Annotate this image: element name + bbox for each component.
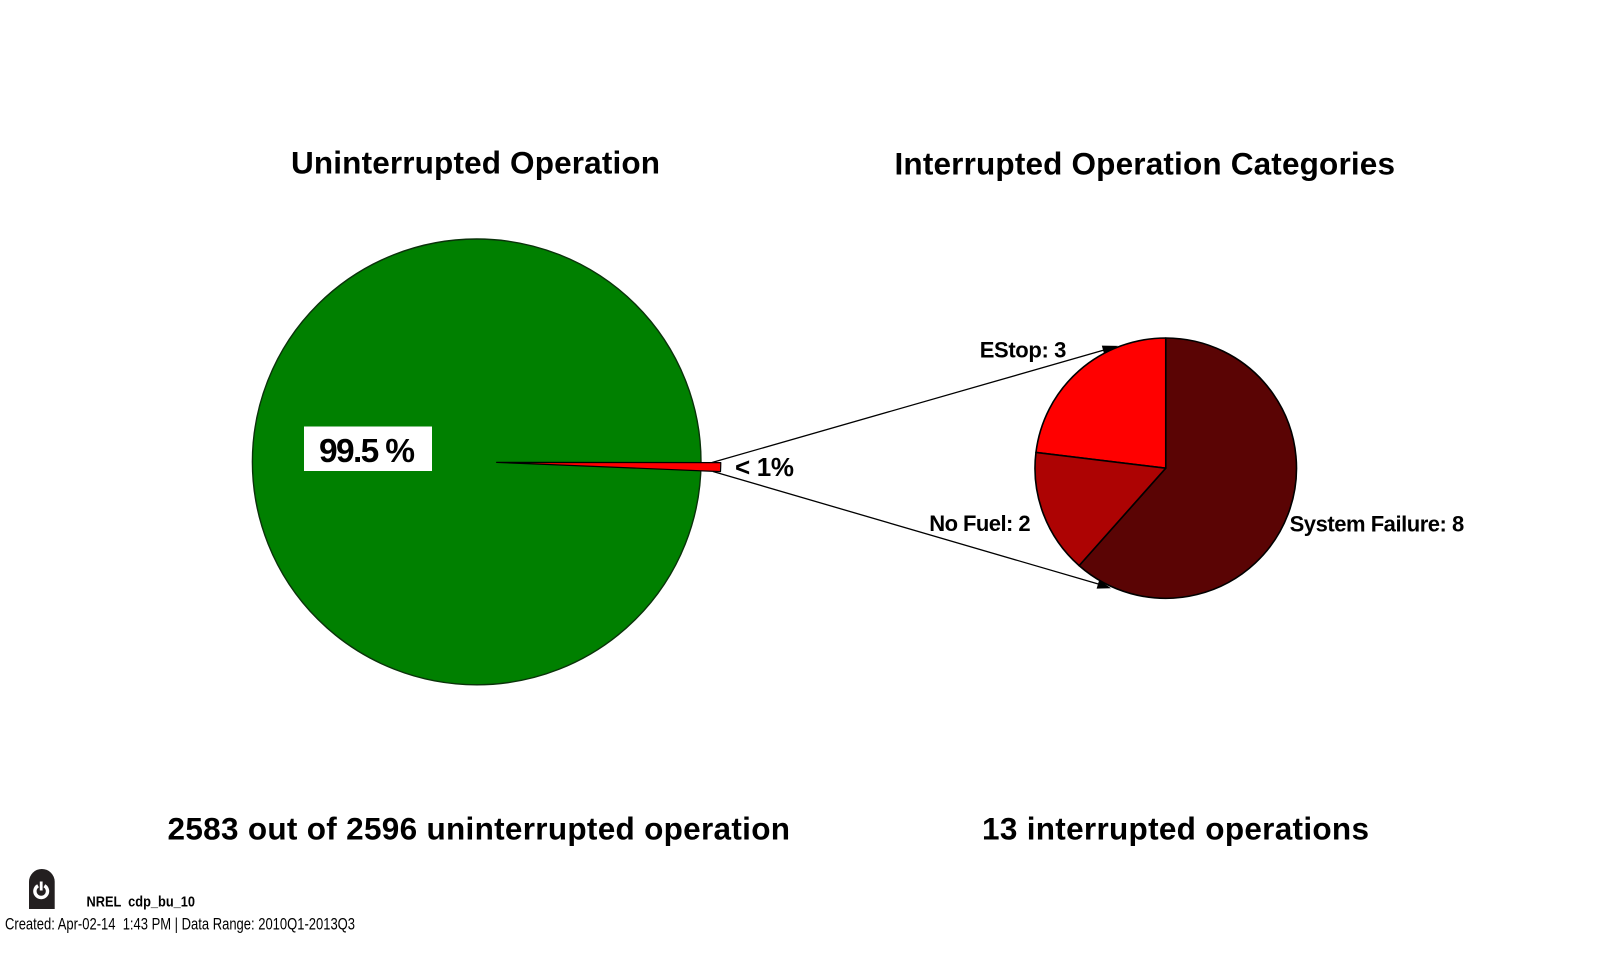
svg-text:Interrupted Operation Categori: Interrupted Operation Categories bbox=[895, 146, 1396, 182]
svg-text:EStop: 3: EStop: 3 bbox=[980, 337, 1067, 362]
svg-text:Uninterrupted Operation: Uninterrupted Operation bbox=[291, 145, 660, 181]
svg-text:Created: Apr-02-14 1:43 PM |: Created: Apr-02-14 1:43 PM | Data Range:… bbox=[5, 916, 355, 934]
svg-text:99.5 %: 99.5 % bbox=[319, 433, 415, 470]
svg-text:2583 out of 2596 uninterrupted: 2583 out of 2596 uninterrupted operation bbox=[168, 811, 791, 847]
svg-text:System Failure: 8: System Failure: 8 bbox=[1290, 512, 1465, 537]
svg-text:NREL cdp_bu_10: NREL cdp_bu_10 bbox=[87, 893, 196, 910]
svg-text:13 interrupted operations: 13 interrupted operations bbox=[982, 811, 1369, 847]
svg-text:< 1%: < 1% bbox=[735, 452, 794, 482]
svg-text:No Fuel: 2: No Fuel: 2 bbox=[929, 511, 1030, 536]
